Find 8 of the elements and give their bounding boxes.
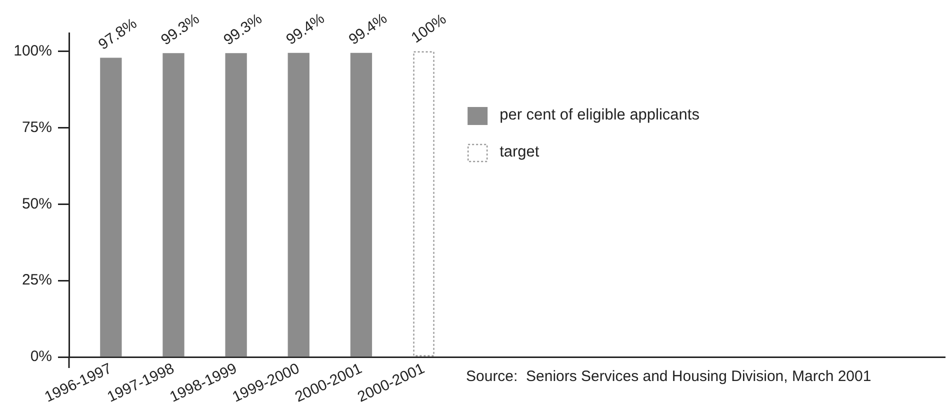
y-tick-label: 25% bbox=[22, 272, 52, 289]
legend-label: per cent of eligible applicants bbox=[500, 106, 700, 124]
y-tick-label: 100% bbox=[14, 42, 52, 60]
y-tick-label: 0% bbox=[30, 348, 52, 366]
legend-label: target bbox=[500, 143, 540, 160]
y-tick-label: 50% bbox=[22, 195, 52, 212]
y-tick-label: 75% bbox=[22, 118, 52, 136]
source-note: Source: Seniors Services and Housing Division, March 2001 bbox=[466, 368, 872, 386]
